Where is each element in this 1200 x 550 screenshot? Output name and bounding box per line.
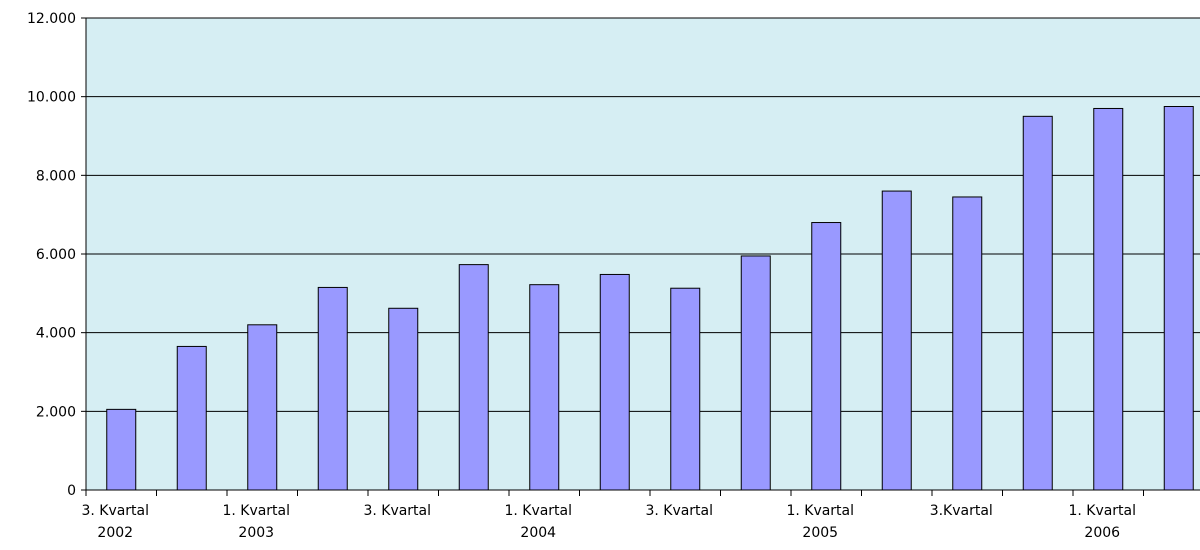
y-tick-label: 6.000 <box>36 247 76 263</box>
bar <box>1163 106 1194 491</box>
y-tick-label: 12.000 <box>27 11 76 27</box>
x-tick-label: 1. Kvartal 2005 <box>786 503 854 541</box>
x-tick-label: 3. Kvartal 2002 <box>81 503 149 541</box>
x-tick-label: 3. Kvartal <box>363 503 431 519</box>
bar <box>1093 107 1124 491</box>
bar <box>811 222 842 491</box>
bar <box>670 287 701 491</box>
bar <box>881 190 912 491</box>
bar <box>529 284 560 491</box>
bar <box>176 345 207 491</box>
bar <box>247 324 278 491</box>
bar <box>106 408 137 491</box>
bar <box>740 255 771 491</box>
y-tick-label: 10.000 <box>27 90 76 106</box>
x-tick-label: 3.Kvartal <box>930 503 993 519</box>
y-tick-label: 0 <box>67 483 76 499</box>
bar <box>458 264 489 491</box>
y-tick-label: 8.000 <box>36 168 76 184</box>
x-tick-label: 1. Kvartal 2003 <box>222 503 290 541</box>
x-tick-label: 1. Kvartal 2004 <box>504 503 572 541</box>
y-tick-label: 4.000 <box>36 326 76 342</box>
x-tick-label: 1. Kvartal 2006 <box>1068 503 1136 541</box>
x-tick-label: 3. Kvartal <box>645 503 713 519</box>
bar <box>317 286 348 491</box>
y-tick-label: 2.000 <box>36 404 76 420</box>
bar <box>1022 115 1053 491</box>
bar <box>599 273 630 491</box>
bar <box>388 307 419 491</box>
bar <box>952 196 983 491</box>
